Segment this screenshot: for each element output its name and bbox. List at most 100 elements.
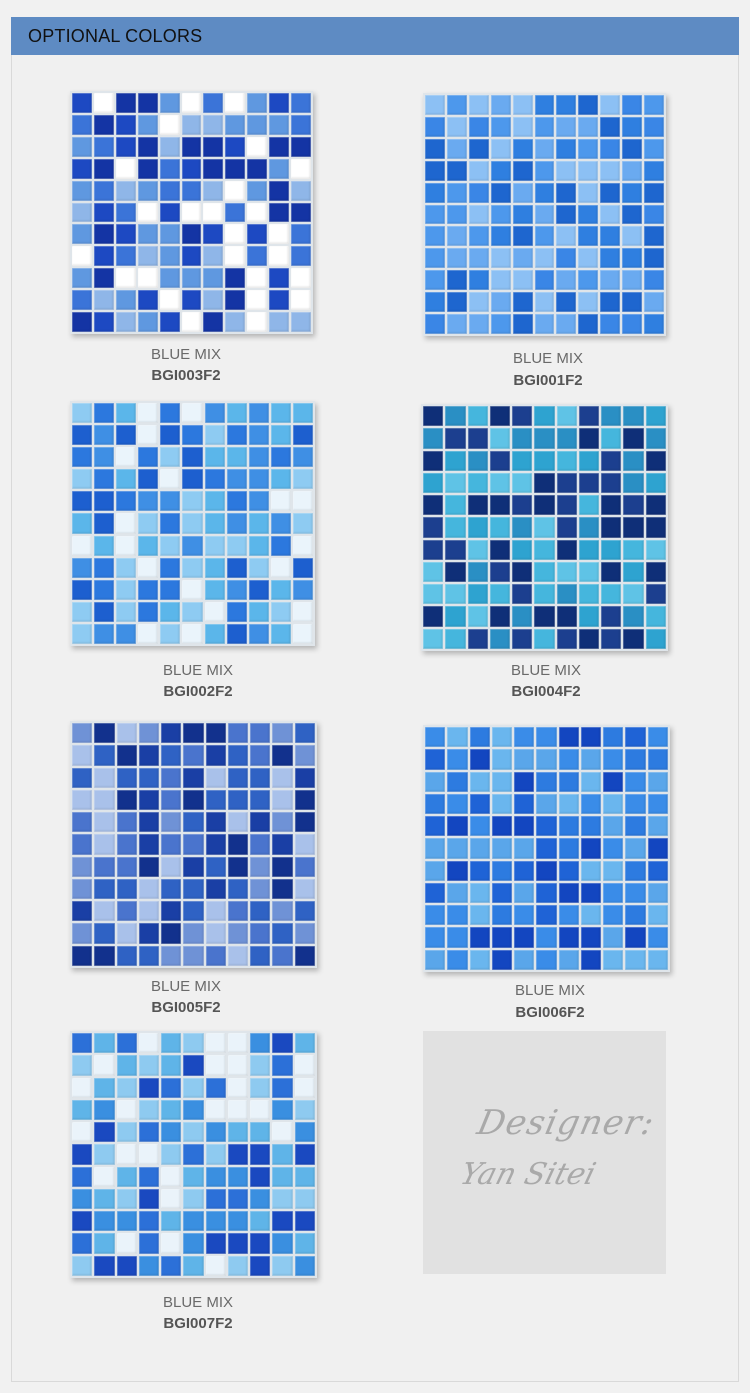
mosaic-tile	[183, 856, 204, 877]
mosaic-tile	[645, 584, 666, 605]
mosaic-swatch[interactable]	[70, 721, 317, 968]
mosaic-tile	[203, 136, 224, 157]
mosaic-tile	[578, 406, 600, 427]
mosaic-tile	[578, 584, 600, 605]
mosaic-swatch[interactable]	[70, 401, 315, 646]
mosaic-tile	[600, 182, 621, 203]
mosaic-tile	[645, 495, 666, 516]
mosaic-tile	[623, 561, 644, 583]
mosaic-tile	[272, 945, 293, 966]
mosaic-tile	[159, 202, 180, 223]
mosaic-tile	[272, 1077, 293, 1098]
mosaic-tile	[138, 745, 160, 766]
mosaic-tile	[534, 292, 555, 313]
mosaic-tile	[578, 204, 599, 225]
mosaic-tile	[647, 749, 668, 770]
mosaic-tile	[181, 290, 202, 311]
mosaic-tile	[72, 878, 93, 900]
mosaic-tile	[578, 226, 599, 247]
mosaic-tile	[445, 472, 466, 494]
mosaic-tile	[160, 623, 181, 644]
mosaic-tile	[490, 226, 511, 247]
mosaic-tile	[647, 949, 668, 970]
mosaic-swatch[interactable]	[70, 1031, 317, 1278]
mosaic-tile	[603, 771, 624, 792]
mosaic-swatch[interactable]	[423, 725, 670, 972]
mosaic-tile	[489, 450, 511, 471]
mosaic-tile	[93, 93, 114, 113]
mosaic-tile	[291, 246, 311, 267]
mosaic-tile	[138, 623, 159, 644]
mosaic-swatch[interactable]	[421, 404, 668, 651]
mosaic-tile	[491, 838, 513, 859]
mosaic-tile	[227, 923, 249, 944]
mosaic-tile	[445, 495, 466, 516]
mosaic-tile	[294, 1188, 315, 1210]
mosaic-tile	[94, 856, 115, 877]
mosaic-tile	[601, 628, 622, 649]
mosaic-tile	[205, 1122, 226, 1143]
mosaic-tile	[160, 601, 181, 622]
mosaic-tile	[603, 838, 624, 859]
mosaic-tile	[182, 535, 203, 556]
mosaic-tile	[183, 745, 204, 766]
mosaic-tile	[423, 472, 444, 494]
mosaic-tile	[423, 584, 444, 605]
mosaic-tile	[250, 1055, 271, 1076]
mosaic-tile	[247, 290, 268, 311]
mosaic-tile	[556, 406, 577, 427]
mosaic-tile	[272, 834, 293, 855]
mosaic-tile	[467, 495, 488, 516]
mosaic-tile	[491, 771, 513, 792]
mosaic-tile	[468, 314, 489, 334]
mosaic-tile	[248, 425, 269, 446]
mosaic-tile	[491, 949, 513, 970]
mosaic-tile	[447, 882, 468, 904]
mosaic-tile	[446, 95, 467, 115]
mosaic-tile	[534, 95, 555, 115]
mosaic-tile	[161, 901, 182, 922]
mosaic-tile	[490, 270, 511, 291]
mosaic-tile	[600, 226, 621, 247]
mosaic-tile	[603, 882, 624, 904]
mosaic-tile	[94, 1055, 115, 1076]
mosaic-tile	[600, 248, 621, 269]
mosaic-tile	[272, 878, 293, 900]
mosaic-tile	[536, 749, 557, 770]
mosaic-tile	[490, 182, 511, 203]
mosaic-tile	[227, 1144, 249, 1165]
mosaic-tile	[623, 606, 644, 627]
mosaic-tile	[227, 1099, 249, 1121]
mosaic-tile	[647, 771, 668, 792]
mosaic-tile	[227, 834, 249, 855]
mosaic-tile	[161, 1033, 182, 1054]
mosaic-tile	[556, 561, 577, 583]
mosaic-tile	[647, 860, 668, 881]
mosaic-tile	[270, 469, 291, 490]
mosaic-tile	[204, 623, 225, 644]
mosaic-tile	[601, 450, 622, 471]
mosaic-tile	[512, 182, 533, 203]
mosaic-tile	[161, 1211, 182, 1232]
mosaic-tile	[536, 816, 557, 837]
mosaic-tile	[159, 136, 180, 157]
mosaic-tile	[116, 557, 137, 578]
mosaic-tile	[468, 138, 489, 159]
mosaic-tile	[425, 771, 446, 792]
mosaic-tile	[181, 180, 202, 201]
mosaic-tile	[226, 469, 247, 490]
mosaic-tile	[138, 403, 159, 424]
mosaic-swatch[interactable]	[70, 91, 313, 334]
mosaic-tile	[489, 561, 511, 583]
mosaic-tile	[116, 1099, 137, 1121]
mosaic-tile	[227, 1166, 249, 1187]
mosaic-swatch[interactable]	[423, 93, 666, 336]
mosaic-tile	[489, 428, 511, 449]
mosaic-tile	[115, 224, 136, 245]
mosaic-tile	[161, 1188, 182, 1210]
mosaic-tile	[578, 561, 600, 583]
mosaic-tile	[556, 314, 577, 334]
mosaic-tile	[534, 517, 555, 538]
mosaic-tile	[578, 116, 599, 137]
mosaic-tile	[225, 158, 246, 179]
